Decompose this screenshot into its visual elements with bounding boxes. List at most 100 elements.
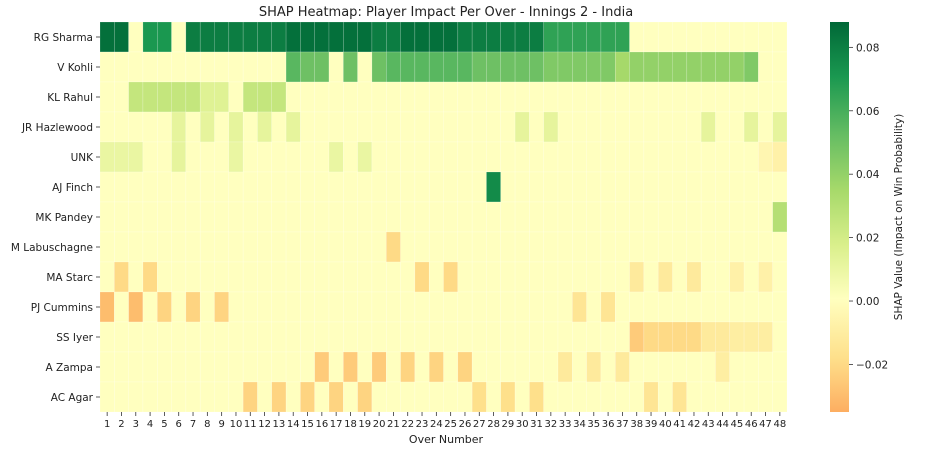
heatmap-cell — [257, 51, 272, 83]
heatmap-cell — [257, 81, 272, 113]
heatmap-cell — [257, 201, 272, 233]
heatmap-cell — [457, 321, 473, 353]
heatmap-cell — [700, 381, 716, 413]
heatmap-cell — [271, 351, 287, 383]
heatmap-cell — [443, 111, 459, 143]
heatmap-cell — [386, 111, 401, 143]
heatmap-cell — [328, 51, 344, 83]
heatmap-cell — [471, 171, 487, 203]
row-label: KL Rahul — [47, 92, 93, 104]
heatmap-cell — [600, 321, 616, 353]
heatmap-cell — [271, 21, 287, 53]
heatmap-cell — [600, 291, 616, 323]
heatmap-cell — [572, 381, 587, 413]
heatmap-cell — [199, 261, 215, 293]
heatmap-cell — [343, 21, 358, 53]
heatmap-cell — [557, 321, 573, 353]
heatmap-cell — [729, 141, 745, 173]
heatmap-cell — [657, 231, 673, 263]
heatmap-cell — [142, 51, 158, 83]
heatmap-cell — [486, 351, 501, 383]
heatmap-cell — [371, 291, 387, 323]
heatmap-cell — [543, 381, 559, 413]
heatmap-cell — [514, 291, 530, 323]
column-label: 7 — [190, 419, 196, 430]
column-label: 23 — [416, 419, 429, 430]
column-label: 33 — [559, 419, 572, 430]
heatmap-cell — [600, 231, 616, 263]
heatmap-cell — [214, 381, 230, 413]
heatmap-cell — [242, 381, 258, 413]
heatmap-cell — [99, 21, 115, 53]
heatmap-cell — [257, 21, 272, 53]
heatmap-cell — [428, 51, 444, 83]
heatmap-cell — [514, 51, 530, 83]
heatmap-cell — [743, 231, 759, 263]
heatmap-cell — [357, 111, 373, 143]
heatmap-cell — [300, 51, 315, 83]
heatmap-cell — [586, 201, 602, 233]
heatmap-cell — [543, 21, 559, 53]
heatmap-cell — [557, 21, 573, 53]
heatmap-cell — [629, 201, 645, 233]
colorbar-ticks: 0.08 0.06 0.04 0.02 0.00 −0.02 — [849, 42, 888, 371]
heatmap-cell — [157, 261, 172, 293]
column-label: 39 — [645, 419, 658, 430]
heatmap-cell — [443, 261, 459, 293]
heatmap-cell — [285, 381, 301, 413]
heatmap-cell — [428, 141, 444, 173]
heatmap-cell — [128, 231, 144, 263]
heatmap-cell — [572, 291, 587, 323]
heatmap-cell — [715, 21, 730, 53]
heatmap-cell — [228, 51, 244, 83]
heatmap-cell — [99, 231, 115, 263]
heatmap-cell — [371, 351, 387, 383]
heatmap-cell — [328, 171, 344, 203]
heatmap-cell — [557, 51, 573, 83]
heatmap-cell — [557, 291, 573, 323]
heatmap-cell — [672, 111, 688, 143]
heatmap-cell — [772, 321, 788, 353]
heatmap-cell — [114, 291, 129, 323]
heatmap-cell — [657, 111, 673, 143]
column-label: 18 — [344, 419, 357, 430]
heatmap-cell — [114, 141, 129, 173]
row-label: RG Sharma — [34, 32, 93, 44]
heatmap-cell — [715, 171, 730, 203]
heatmap-cell — [271, 111, 287, 143]
column-label: 10 — [230, 419, 243, 430]
heatmap-cell — [357, 141, 373, 173]
heatmap-cell — [686, 351, 702, 383]
heatmap-cell — [157, 141, 172, 173]
heatmap-cell — [700, 111, 716, 143]
heatmap-cell — [772, 201, 788, 233]
heatmap-cell — [529, 171, 544, 203]
heatmap-cell — [371, 321, 387, 353]
heatmap-cell — [357, 231, 373, 263]
heatmap-cell — [343, 171, 358, 203]
heatmap-cell — [171, 141, 187, 173]
heatmap-cell — [386, 141, 401, 173]
heatmap-cell — [729, 351, 745, 383]
heatmap-cell — [300, 171, 315, 203]
heatmap-cell — [199, 381, 215, 413]
column-label: 9 — [218, 419, 224, 430]
heatmap-cell — [357, 51, 373, 83]
heatmap-cell — [772, 381, 788, 413]
heatmap-cell — [157, 321, 172, 353]
colorbar-label: SHAP Value (Impact on Win Probability) — [893, 114, 905, 320]
heatmap-cell — [386, 321, 401, 353]
heatmap-cell — [657, 81, 673, 113]
heatmap-cell — [700, 351, 716, 383]
heatmap-cell — [199, 171, 215, 203]
heatmap-cell — [486, 21, 501, 53]
heatmap-cell — [743, 291, 759, 323]
heatmap-cell — [657, 291, 673, 323]
heatmap-cell — [758, 291, 773, 323]
heatmap-cell — [314, 141, 330, 173]
heatmap-cell — [171, 201, 187, 233]
heatmap-cell — [715, 351, 730, 383]
heatmap-cell — [300, 381, 315, 413]
heatmap-cell — [128, 21, 144, 53]
heatmap-cell — [157, 201, 172, 233]
